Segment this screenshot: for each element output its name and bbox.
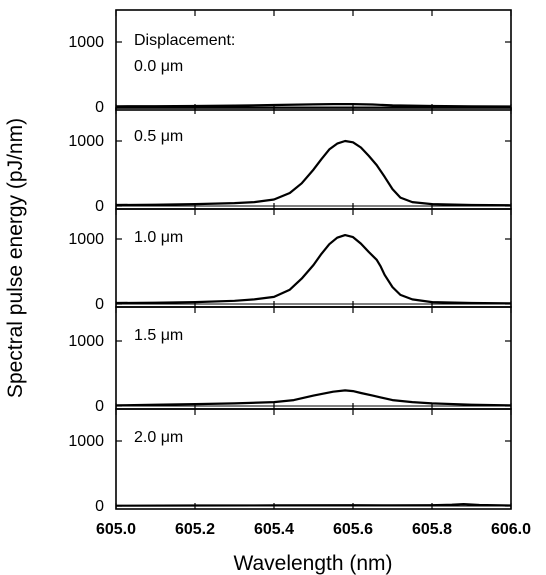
y-tick-label: 0 (95, 498, 104, 515)
panel-1: 0 1000 Displacement: 0.0 μm (68, 9, 512, 116)
panel-frame (115, 306, 512, 410)
panel-frame (115, 208, 512, 308)
series-line-panel-3 (115, 234, 512, 305)
x-tick-label: 605.6 (333, 521, 373, 538)
panel-4: 0 1000 1.5 μm (68, 306, 512, 415)
panel-annotation: 0.0 μm (134, 58, 183, 75)
panel-annotation: 2.0 μm (134, 429, 183, 446)
y-tick-label: 1000 (68, 433, 104, 450)
panel-frame (115, 107, 512, 210)
y-tick-label: 0 (95, 198, 104, 215)
panel-frame (115, 9, 512, 111)
panel-3: 0 1000 1.0 μm (68, 208, 512, 313)
series-line-panel-4 (115, 389, 512, 407)
series-line-panel-1 (115, 103, 512, 108)
x-tick-label: 605.2 (175, 521, 215, 538)
x-axis: 605.0 605.2 605.4 605.6 605.8 606.0 (96, 521, 531, 538)
y-axis-title: Spectral pulse energy (pJ/nm) (4, 118, 27, 398)
panel-annotation: 1.5 μm (134, 327, 183, 344)
panel-frame (115, 408, 512, 510)
x-tick-label: 605.8 (412, 521, 452, 538)
chart-panels: 0 1000 Displacement: 0.0 μm 0 1000 0.5 μm 0 1000… (68, 9, 512, 515)
y-tick-label: 0 (95, 99, 104, 116)
panel-5: 0 1000 2.0 μm (68, 408, 512, 515)
y-tick-label: 1000 (68, 333, 104, 350)
displacement-title: Displacement: (134, 32, 235, 49)
panel-annotation: 0.5 μm (134, 128, 183, 145)
series-line-panel-2 (115, 139, 512, 207)
panel-annotation: 1.0 μm (134, 229, 183, 246)
y-tick-label: 0 (95, 296, 104, 313)
x-axis-title: Wavelength (nm) (233, 552, 392, 575)
x-tick-label: 605.0 (96, 521, 136, 538)
x-tick-label: 605.4 (254, 521, 294, 538)
y-tick-label: 1000 (68, 133, 104, 150)
y-tick-label: 0 (95, 398, 104, 415)
series-line-panel-5 (115, 503, 512, 507)
panel-2: 0 1000 0.5 μm (68, 107, 512, 215)
x-tick-label: 606.0 (491, 521, 531, 538)
y-tick-label: 1000 (68, 34, 104, 51)
y-tick-label: 1000 (68, 231, 104, 248)
